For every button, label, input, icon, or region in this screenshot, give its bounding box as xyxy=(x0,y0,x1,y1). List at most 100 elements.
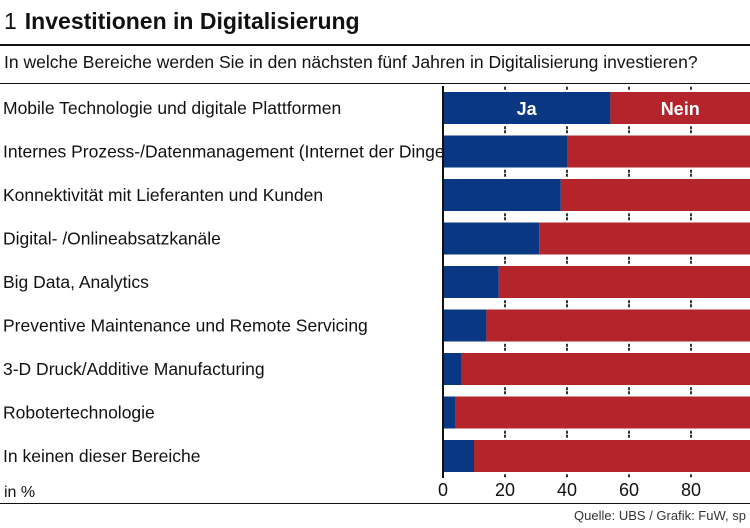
y-axis-line xyxy=(442,86,444,478)
grid-dot xyxy=(504,169,506,173)
grid-dot xyxy=(566,213,568,217)
grid-dot xyxy=(690,474,692,478)
bar-ja xyxy=(443,353,462,385)
grid-dot xyxy=(628,126,630,130)
bar-nein xyxy=(461,353,750,385)
footer-rule xyxy=(0,503,750,504)
legend-label-nein: Nein xyxy=(661,99,700,119)
grid-dot xyxy=(628,343,630,347)
grid-dot xyxy=(690,347,692,351)
grid-dot xyxy=(690,430,692,434)
grid-dot xyxy=(628,86,630,90)
grid-dot xyxy=(628,474,630,478)
bar-nein xyxy=(486,309,750,342)
grid-dot xyxy=(628,260,630,264)
category-label: Mobile Technologie und digitale Plattfor… xyxy=(3,98,341,118)
grid-dot xyxy=(690,126,692,130)
grid-dot xyxy=(504,130,506,134)
source-note: Quelle: UBS / Grafik: FuW, sp xyxy=(574,508,746,523)
category-label: Internes Prozess-/Datenmanagement (Inter… xyxy=(3,142,450,162)
grid-dot xyxy=(504,126,506,130)
grid-dot xyxy=(628,300,630,304)
grid-dot xyxy=(628,391,630,395)
x-tick-label: 0 xyxy=(438,480,448,500)
grid-dot xyxy=(504,343,506,347)
bar-nein xyxy=(539,222,750,255)
title-text: Investitionen in Digitalisierung xyxy=(24,8,360,34)
grid-dot xyxy=(690,304,692,308)
grid-dot xyxy=(690,434,692,438)
x-tick-label: 60 xyxy=(619,480,639,500)
grid-dot xyxy=(566,304,568,308)
bar-nein xyxy=(610,92,750,124)
grid-dot xyxy=(504,260,506,264)
x-tick-label: 40 xyxy=(557,480,577,500)
grid-dot xyxy=(566,260,568,264)
grid-dot xyxy=(504,86,506,90)
grid-dot xyxy=(504,213,506,217)
subtitle-rule xyxy=(0,83,750,84)
grid-dot xyxy=(690,217,692,221)
legend-label-ja: Ja xyxy=(517,99,538,119)
bar-ja xyxy=(443,440,474,472)
grid-dot xyxy=(628,256,630,260)
grid-dot xyxy=(628,217,630,221)
grid-dot xyxy=(690,387,692,391)
grid-dot xyxy=(566,434,568,438)
bar-nein xyxy=(560,179,750,211)
bar-ja xyxy=(443,179,561,211)
grid-dot xyxy=(566,256,568,260)
grid-dot xyxy=(566,126,568,130)
grid-dot xyxy=(566,391,568,395)
grid-dot xyxy=(690,343,692,347)
grid-dot xyxy=(566,86,568,90)
bar-ja xyxy=(443,222,540,255)
grid-dot xyxy=(690,130,692,134)
grid-dot xyxy=(504,474,506,478)
bar-nein xyxy=(474,440,750,472)
bar-ja xyxy=(443,92,611,124)
bar-nein xyxy=(455,396,750,429)
grid-dot xyxy=(504,256,506,260)
chart-subtitle: In welche Bereiche werden Sie in den näc… xyxy=(4,52,698,72)
grid-dot xyxy=(628,430,630,434)
grid-dot xyxy=(504,387,506,391)
grid-dot xyxy=(690,391,692,395)
grid-dot xyxy=(690,169,692,173)
grid-dot xyxy=(690,86,692,90)
grid-dot xyxy=(628,130,630,134)
bar-nein xyxy=(567,135,750,168)
category-label: Konnektivität mit Lieferanten und Kunden xyxy=(3,185,323,205)
bar-ja xyxy=(443,309,487,342)
x-tick-label: 80 xyxy=(681,480,701,500)
grid-dot xyxy=(690,260,692,264)
grid-dot xyxy=(566,474,568,478)
grid-dot xyxy=(504,300,506,304)
bar-nein xyxy=(498,266,750,298)
grid-dot xyxy=(690,256,692,260)
grid-dot xyxy=(628,387,630,391)
grid-dot xyxy=(504,304,506,308)
figure-number: 1 xyxy=(4,8,17,34)
grid-dot xyxy=(566,387,568,391)
grid-dot xyxy=(690,173,692,177)
grid-dot xyxy=(566,343,568,347)
grid-dot xyxy=(628,213,630,217)
bar-ja xyxy=(443,266,499,298)
grid-dot xyxy=(566,130,568,134)
x-axis-unit: in % xyxy=(4,484,35,501)
category-label: Digital- /Onlineabsatzkanäle xyxy=(3,229,221,249)
category-label: Big Data, Analytics xyxy=(3,272,149,292)
grid-dot xyxy=(566,347,568,351)
grid-dot xyxy=(690,213,692,217)
grid-dot xyxy=(628,173,630,177)
x-tick-label: 20 xyxy=(495,480,515,500)
category-label: Robotertechnologie xyxy=(3,403,155,423)
grid-dot xyxy=(628,304,630,308)
grid-dot xyxy=(504,430,506,434)
grid-dot xyxy=(566,300,568,304)
bar-ja xyxy=(443,135,567,168)
grid-dot xyxy=(566,430,568,434)
grid-dot xyxy=(566,217,568,221)
